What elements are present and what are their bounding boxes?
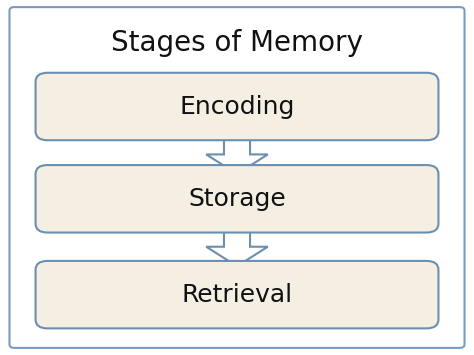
FancyBboxPatch shape <box>36 165 438 233</box>
Polygon shape <box>206 131 268 174</box>
Text: Retrieval: Retrieval <box>182 283 292 307</box>
Text: Storage: Storage <box>188 187 286 211</box>
FancyBboxPatch shape <box>36 73 438 140</box>
Polygon shape <box>206 224 268 266</box>
Text: Encoding: Encoding <box>179 94 295 119</box>
Text: Stages of Memory: Stages of Memory <box>111 29 363 56</box>
FancyBboxPatch shape <box>9 7 465 348</box>
FancyBboxPatch shape <box>36 261 438 328</box>
